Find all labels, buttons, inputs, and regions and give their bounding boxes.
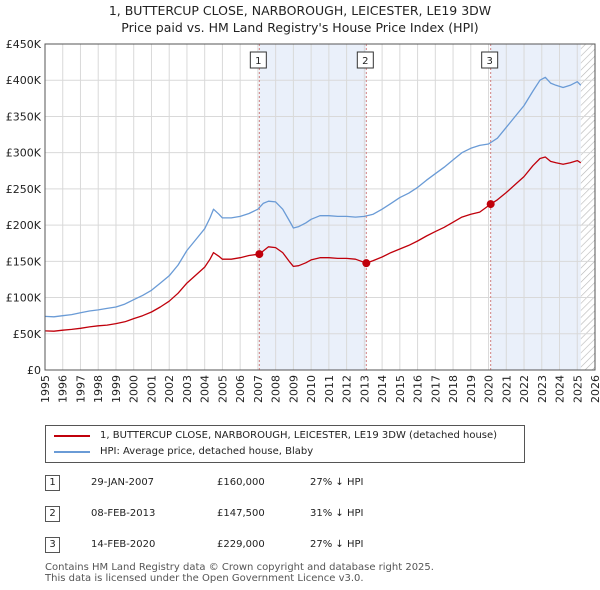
- x-tick-label: 2010: [305, 375, 318, 403]
- x-tick-label: 2006: [234, 375, 247, 403]
- y-tick-label: £450K: [6, 38, 42, 51]
- chart-subtitle: Price paid vs. HM Land Registry's House …: [121, 20, 479, 35]
- transaction-hpi-diff: 27% ↓ HPI: [310, 477, 364, 488]
- shaded-period: [490, 44, 581, 370]
- transaction-date: 08-FEB-2013: [91, 508, 156, 519]
- x-tick-label: 2004: [199, 375, 212, 403]
- x-tick-label: 2007: [252, 375, 265, 403]
- transaction-price: £160,000: [217, 477, 265, 488]
- x-tick-label: 2018: [447, 375, 460, 403]
- plot-frame: [44, 43, 596, 371]
- x-tick-label: 2017: [429, 375, 442, 403]
- x-tick-label: 1996: [57, 375, 70, 403]
- y-tick-label: £100K: [6, 292, 42, 305]
- x-tick-label: 2013: [358, 375, 371, 403]
- transaction-price: £147,500: [217, 508, 265, 519]
- sale-label-text: 1: [255, 56, 261, 67]
- transaction-price: £229,000: [217, 539, 265, 550]
- x-tick-label: 2022: [518, 375, 531, 403]
- sale-point: [486, 200, 495, 209]
- x-tick-label: 2002: [163, 375, 176, 403]
- chart-legend: 1, BUTTERCUP CLOSE, NARBOROUGH, LEICESTE…: [45, 425, 525, 463]
- legend-swatch-property: [54, 435, 90, 437]
- x-tick-label: 1998: [92, 375, 105, 403]
- sale-point: [362, 259, 371, 268]
- y-tick-label: £300K: [6, 147, 42, 160]
- x-tick-label: 2008: [270, 375, 283, 403]
- series-line-property: [44, 156, 582, 332]
- chart-title-address: 1, BUTTERCUP CLOSE, NARBOROUGH, LEICESTE…: [108, 3, 492, 18]
- sale-label-box: [356, 51, 374, 69]
- sale-point: [255, 250, 264, 259]
- x-tick-label: 2000: [128, 375, 141, 403]
- y-tick-label: £400K: [6, 74, 42, 87]
- transaction-number-badge: 3: [45, 537, 60, 553]
- x-tick-label: 2025: [571, 375, 584, 403]
- legend-swatch-hpi: [54, 451, 90, 453]
- x-tick-label: 2001: [145, 375, 158, 403]
- legend-label-property: 1, BUTTERCUP CLOSE, NARBOROUGH, LEICESTE…: [100, 430, 498, 441]
- y-tick-label: £150K: [6, 255, 42, 268]
- x-tick-label: 2014: [376, 375, 389, 403]
- x-tick-label: 2015: [394, 375, 407, 403]
- transaction-date: 14-FEB-2020: [91, 539, 156, 550]
- y-tick-label: £200K: [6, 219, 42, 232]
- x-tick-label: 2016: [412, 375, 425, 403]
- x-tick-label: 2011: [323, 375, 336, 403]
- shaded-period: [259, 44, 367, 370]
- x-tick-label: 2019: [465, 375, 478, 403]
- series-line-hpi: [44, 76, 582, 318]
- x-tick-label: 2009: [287, 375, 300, 403]
- footer-attribution: Contains HM Land Registry data © Crown c…: [45, 562, 434, 584]
- x-tick-label: 2024: [554, 375, 567, 403]
- sale-label-text: 3: [486, 56, 492, 67]
- forecast-hatch: [580, 44, 595, 370]
- transaction-hpi-diff: 31% ↓ HPI: [310, 508, 364, 519]
- x-tick-label: 2003: [181, 375, 194, 403]
- sale-label-text: 2: [362, 56, 368, 67]
- x-tick-label: 1995: [39, 375, 52, 403]
- footer-licence: This data is licensed under the Open Gov…: [45, 573, 364, 584]
- price-chart: 1 2 3 £0 £50K £100K £150K £200K £250K £300K £350K…: [6, 38, 600, 403]
- transaction-number-badge: 1: [45, 475, 60, 491]
- transaction-number-badge: 2: [45, 506, 60, 522]
- x-tick-label: 2023: [536, 375, 549, 403]
- legend-label-hpi: HPI: Average price, detached house, Blab…: [100, 446, 314, 457]
- x-tick-label: 2012: [341, 375, 354, 403]
- x-tick-label: 2026: [589, 375, 600, 403]
- footer-copyright: Contains HM Land Registry data © Crown c…: [45, 562, 434, 573]
- y-tick-label: £250K: [6, 183, 42, 196]
- x-tick-label: 2020: [483, 375, 496, 403]
- transaction-date: 29-JAN-2007: [91, 477, 155, 488]
- sale-label-box: [481, 51, 499, 69]
- x-tick-label: 1997: [74, 375, 87, 403]
- transaction-hpi-diff: 27% ↓ HPI: [310, 539, 364, 550]
- y-tick-label: £350K: [6, 110, 42, 123]
- x-tick-label: 2021: [500, 375, 513, 403]
- x-tick-label: 1999: [110, 375, 123, 403]
- y-tick-label: £0: [27, 364, 41, 377]
- sale-label-box: [249, 51, 267, 69]
- x-tick-label: 2005: [216, 375, 229, 403]
- y-tick-label: £50K: [13, 328, 42, 341]
